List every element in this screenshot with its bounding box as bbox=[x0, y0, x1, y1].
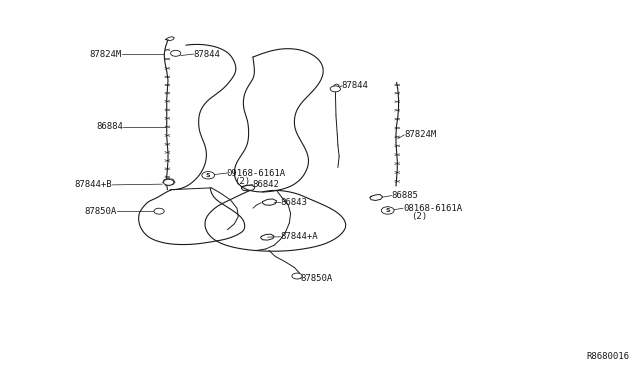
Text: S: S bbox=[385, 208, 390, 213]
Text: (2): (2) bbox=[412, 212, 428, 221]
Circle shape bbox=[381, 207, 394, 214]
Text: 87850A: 87850A bbox=[301, 274, 333, 283]
Text: R8680016: R8680016 bbox=[587, 352, 630, 361]
Text: 87824M: 87824M bbox=[404, 130, 436, 140]
Text: 08168-6161A: 08168-6161A bbox=[403, 204, 462, 213]
Circle shape bbox=[164, 179, 173, 185]
Text: 87844: 87844 bbox=[193, 49, 220, 58]
Text: 87844+A: 87844+A bbox=[280, 232, 318, 241]
Text: (2): (2) bbox=[234, 177, 250, 186]
Circle shape bbox=[292, 273, 302, 279]
Text: 86885: 86885 bbox=[392, 191, 419, 200]
Text: 87844+B: 87844+B bbox=[75, 180, 113, 189]
Text: 87850A: 87850A bbox=[84, 207, 117, 216]
Text: 87824M: 87824M bbox=[90, 49, 122, 58]
Text: 86843: 86843 bbox=[280, 198, 307, 207]
Text: 86884: 86884 bbox=[97, 122, 124, 131]
Circle shape bbox=[330, 86, 340, 92]
Circle shape bbox=[171, 50, 180, 56]
Text: 86842: 86842 bbox=[252, 180, 279, 189]
Text: S: S bbox=[206, 173, 211, 178]
Text: 09168-6161A: 09168-6161A bbox=[227, 169, 286, 177]
Text: 87844: 87844 bbox=[342, 81, 369, 90]
Circle shape bbox=[202, 171, 214, 179]
Circle shape bbox=[154, 208, 164, 214]
